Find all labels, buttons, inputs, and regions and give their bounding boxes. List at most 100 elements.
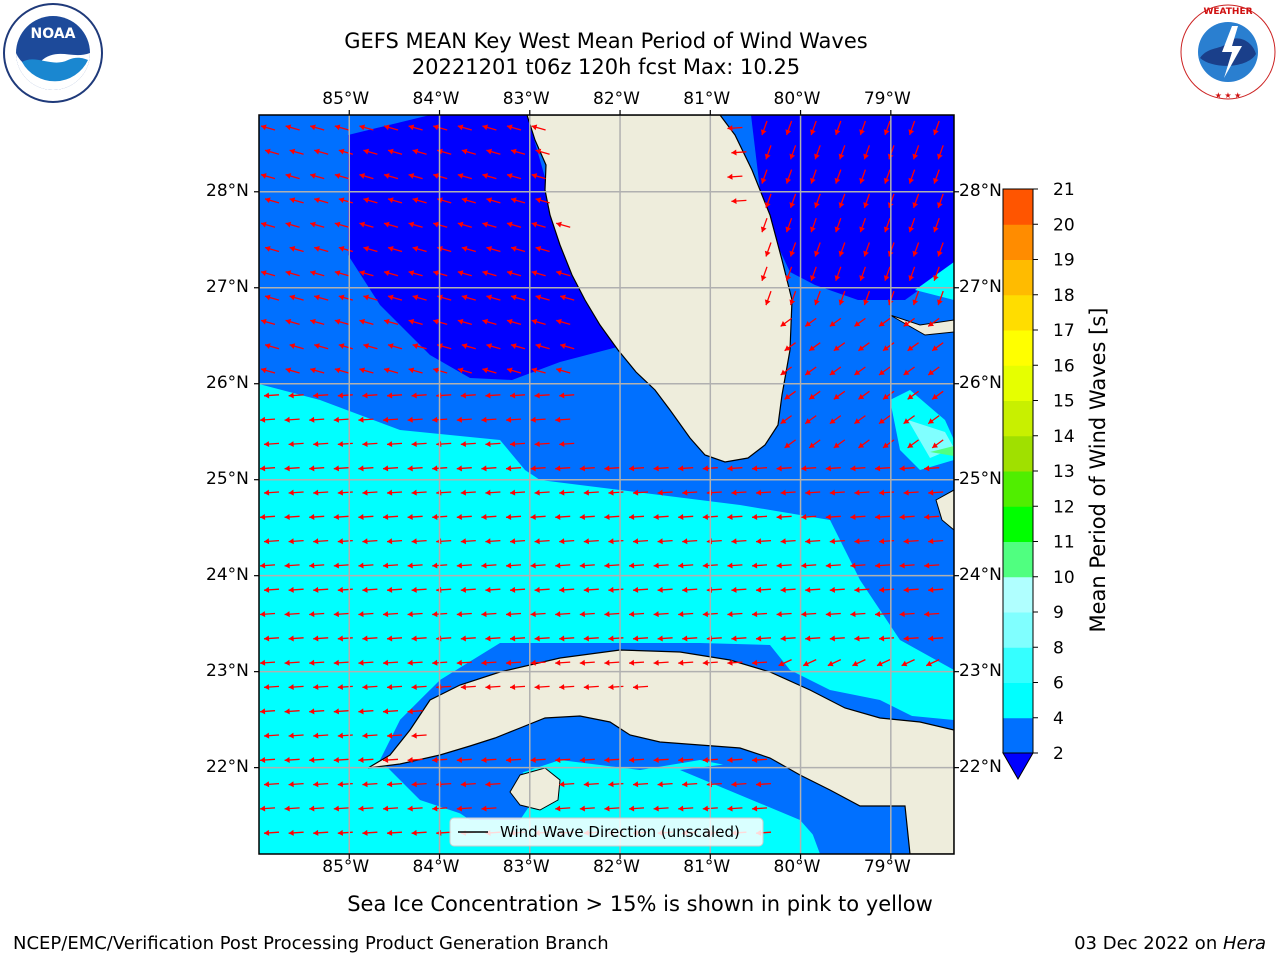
wind-wave-arrow-head: [903, 538, 909, 545]
wind-wave-arrow-head: [801, 513, 807, 520]
wind-wave-arrow-head: [678, 805, 684, 812]
wind-wave-arrow-head: [334, 270, 341, 277]
wind-wave-arrow-head: [309, 465, 315, 472]
wind-wave-arrow-head: [511, 148, 517, 155]
wind-wave-arrow-head: [460, 441, 466, 448]
wind-wave-arrow-head: [776, 513, 782, 520]
wind-wave-arrow-head: [412, 245, 419, 252]
wind-wave-arrow-head: [407, 756, 413, 763]
wind-wave-arrow-head: [928, 321, 935, 327]
wind-wave-arrow-head: [338, 294, 345, 301]
wind-wave-arrow-head: [555, 465, 561, 472]
wind-wave-arrow-head: [760, 226, 767, 233]
wind-wave-arrow-head: [852, 660, 859, 667]
colorbar-segment: [1003, 471, 1033, 507]
wind-wave-arrow-head: [825, 611, 831, 618]
wind-wave-arrow-head: [760, 129, 767, 135]
wind-wave-arrow-head: [854, 586, 860, 593]
wind-wave-arrow-head: [408, 367, 415, 374]
wind-wave-arrow-head: [534, 538, 540, 545]
wind-wave-arrow-head: [411, 441, 417, 448]
colorbar-segment: [1003, 259, 1033, 296]
wind-wave-arrow-head: [534, 684, 540, 691]
lat-label-left: 22°N: [206, 756, 249, 777]
wind-wave-arrow-head: [608, 586, 614, 593]
wind-wave-arrow-head: [928, 369, 935, 375]
wind-wave-arrow-head: [937, 299, 943, 306]
wind-wave-arrow-head: [682, 781, 688, 788]
colorbar-tick-label: 18: [1053, 286, 1075, 306]
wind-wave-arrow-head: [387, 441, 393, 448]
wind-wave-arrow-head: [358, 416, 364, 423]
wind-wave-arrow-head: [460, 684, 466, 691]
wind-wave-arrow-head: [314, 245, 320, 252]
wind-wave-arrow-head: [506, 562, 512, 569]
wind-wave-arrow-head: [338, 245, 345, 252]
wind-wave-arrow-head: [333, 659, 339, 666]
wind-wave-arrow-head: [310, 270, 316, 277]
wind-wave-arrow-head: [288, 538, 294, 545]
wind-wave-arrow-head: [583, 489, 589, 496]
wind-wave-arrow-head: [384, 318, 390, 325]
wind-wave-arrow-head: [461, 294, 468, 301]
wind-wave-arrow-head: [579, 805, 585, 812]
wind-wave-arrow-head: [337, 781, 343, 788]
wind-wave-arrow-head: [531, 318, 538, 325]
wind-wave-arrow-head: [407, 416, 413, 423]
wind-wave-arrow-head: [289, 343, 296, 349]
wind-wave-arrow-head: [432, 513, 438, 520]
wind-wave-arrow-head: [482, 173, 489, 179]
wind-wave-arrow-head: [555, 756, 561, 763]
wind-wave-arrow-head: [387, 829, 393, 836]
wind-wave-arrow-head: [338, 197, 345, 204]
wind-wave-arrow-head: [559, 684, 565, 691]
wind-wave-arrow-head: [629, 756, 635, 763]
wind-wave-arrow-head: [433, 173, 439, 179]
wind-wave-arrow-head: [313, 538, 319, 545]
wind-wave-arrow-head: [264, 684, 270, 691]
wind-wave-arrow-head: [510, 392, 516, 399]
wind-wave-arrow-head: [264, 829, 270, 836]
wind-wave-arrow-head: [309, 805, 315, 812]
wind-wave-arrow-head: [260, 465, 266, 472]
wind-wave-arrow-head: [260, 562, 266, 569]
wind-wave-arrow-head: [383, 513, 389, 520]
wind-wave-arrow-head: [412, 148, 419, 155]
wind-wave-arrow-head: [535, 294, 542, 301]
wind-wave-arrow-head: [838, 202, 845, 208]
wind-wave-arrow-head: [731, 635, 737, 642]
wind-wave-arrow-head: [583, 684, 589, 691]
wind-wave-arrow-head: [530, 659, 536, 666]
wind-wave-arrow-head: [284, 611, 290, 618]
wind-wave-arrow-head: [285, 318, 292, 325]
wind-wave-arrow-head: [903, 586, 909, 593]
wind-wave-arrow-head: [387, 489, 393, 496]
wind-wave-arrow-head: [510, 441, 516, 448]
wind-wave-arrow-head: [653, 611, 659, 618]
colorbar-segment: [1003, 682, 1033, 719]
lon-label-top: 80°W: [773, 89, 821, 109]
wind-wave-arrow-head: [752, 562, 758, 569]
wind-wave-arrow-head: [486, 245, 493, 252]
land-cuba: [367, 649, 954, 854]
wind-wave-arrow-head: [531, 221, 538, 228]
wind-wave-arrow-head: [432, 805, 438, 812]
wind-wave-arrow-head: [756, 538, 762, 545]
wind-wave-arrow-head: [789, 153, 796, 160]
wind-wave-arrow-head: [289, 148, 296, 155]
wind-wave-arrow-head: [313, 635, 319, 642]
wind-wave-arrow-head: [334, 124, 341, 131]
colorbar-tick-label: 9: [1053, 603, 1064, 623]
colorbar-label: Mean Period of Wind Waves [s]: [1086, 308, 1110, 633]
colorbar-segment: [1003, 400, 1033, 437]
wind-wave-arrow-head: [863, 250, 869, 257]
wind-wave-arrow-head: [805, 586, 811, 593]
wind-wave-arrow-head: [506, 513, 512, 520]
wind-wave-arrow-head: [789, 202, 796, 208]
wind-wave-arrow-head: [583, 538, 589, 545]
wind-wave-arrow-head: [310, 318, 316, 325]
wind-wave-arrow-head: [411, 538, 417, 545]
wind-wave-arrow-head: [284, 708, 290, 715]
wind-wave-arrow-head: [288, 635, 294, 642]
svg-text:★ ★ ★: ★ ★ ★: [1215, 91, 1242, 100]
